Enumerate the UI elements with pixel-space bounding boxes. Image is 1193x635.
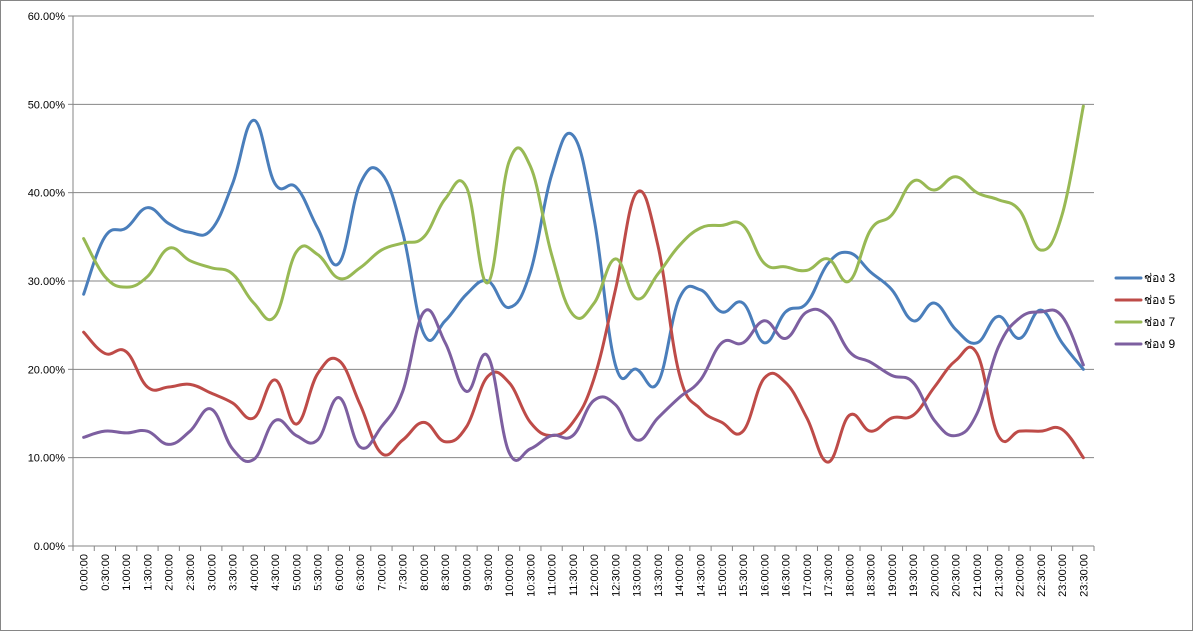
x-tick-label: 13:30:00 [653, 554, 665, 597]
x-tick-label: 17:30:00 [823, 554, 835, 597]
y-tick-label: 0.00% [34, 541, 65, 553]
x-tick-label: 2:30:00 [185, 554, 197, 591]
x-tick-label: 12:00:00 [589, 554, 601, 597]
gridlines [73, 15, 1094, 459]
y-tick-label: 40.00% [28, 188, 66, 200]
x-tick-label: 3:00:00 [206, 554, 218, 591]
x-tick-label: 21:00:00 [972, 554, 984, 597]
y-tick-label: 30.00% [28, 276, 66, 288]
x-tick-label: 11:00:00 [547, 554, 559, 596]
x-tick-label: 23:30:00 [1078, 554, 1090, 597]
x-tick-label: 9:00:00 [462, 554, 474, 591]
series-line-1 [82, 118, 1085, 389]
y-tick-label: 10.00% [28, 453, 66, 465]
legend: ช่อง 3 ช่อง 5 ช่อง 7 ช่อง 9 [1114, 271, 1176, 351]
x-tick-label: 10:30:00 [525, 554, 537, 597]
legend-label-2: ช่อง 5 [1144, 293, 1176, 307]
series-line-2 [82, 189, 1085, 464]
x-tick-label: 8:00:00 [419, 554, 431, 591]
x-tick-label: 3:30:00 [228, 554, 240, 591]
x-tick-label: 0:30:00 [100, 554, 112, 591]
x-tick-label: 10:00:00 [504, 554, 516, 597]
x-tick-label: 4:30:00 [270, 554, 282, 591]
x-tick-label: 15:30:00 [738, 554, 750, 597]
x-tick-label: 0:00:00 [79, 554, 91, 591]
x-tick-label: 22:00:00 [1015, 554, 1027, 597]
x-tick-label: 12:30:00 [610, 554, 622, 597]
series-line-3 [82, 104, 1085, 322]
y-tick-label: 50.00% [28, 99, 66, 111]
x-tick-label: 6:30:00 [355, 554, 367, 591]
y-tick-label: 60.00% [28, 11, 66, 23]
x-tick-label: 19:30:00 [908, 554, 920, 597]
legend-label-3: ช่อง 7 [1144, 315, 1176, 329]
legend-label-1: ช่อง 3 [1144, 271, 1176, 285]
x-tick-label: 23:00:00 [1057, 554, 1069, 597]
y-tick-label: 20.00% [28, 364, 66, 376]
x-tick-label: 22:30:00 [1036, 554, 1048, 597]
x-tick-label: 16:00:00 [759, 554, 771, 597]
series-line-4 [82, 307, 1085, 464]
x-tick-label: 1:00:00 [121, 554, 133, 591]
legend-label-4: ช่อง 9 [1144, 337, 1176, 351]
x-tick-label: 15:00:00 [717, 554, 729, 597]
x-tick-label: 20:00:00 [929, 554, 941, 597]
x-tick-label: 20:30:00 [951, 554, 963, 597]
x-tick-label: 7:00:00 [376, 554, 388, 591]
x-tick-label: 6:00:00 [334, 554, 346, 591]
x-tick-label: 14:00:00 [674, 554, 686, 597]
x-tick-label: 4:00:00 [249, 554, 261, 591]
x-tick-label: 2:00:00 [164, 554, 176, 591]
x-tick-label: 16:30:00 [781, 554, 793, 597]
x-tick-label: 1:30:00 [142, 554, 154, 591]
x-tick-label: 18:00:00 [844, 554, 856, 597]
x-tick-label: 21:30:00 [993, 554, 1005, 597]
x-tick-label: 18:30:00 [866, 554, 878, 597]
axes: 0.00% 10.00% 20.00% 30.00% 40.00% 50.00% 60.00… [28, 11, 1095, 597]
x-tick-label: 17:00:00 [802, 554, 814, 597]
series-lines [82, 104, 1085, 464]
x-tick-label: 13:00:00 [632, 554, 644, 597]
x-tick-label: 7:30:00 [398, 554, 410, 591]
x-tick-label: 14:30:00 [695, 554, 707, 597]
x-tick-label: 5:00:00 [291, 554, 303, 591]
x-tick-label: 11:30:00 [568, 554, 580, 596]
x-tick-label: 5:30:00 [313, 554, 325, 591]
x-tick-label: 19:00:00 [887, 554, 899, 597]
x-tick-label: 9:30:00 [483, 554, 495, 591]
x-tick-label: 8:30:00 [440, 554, 452, 591]
